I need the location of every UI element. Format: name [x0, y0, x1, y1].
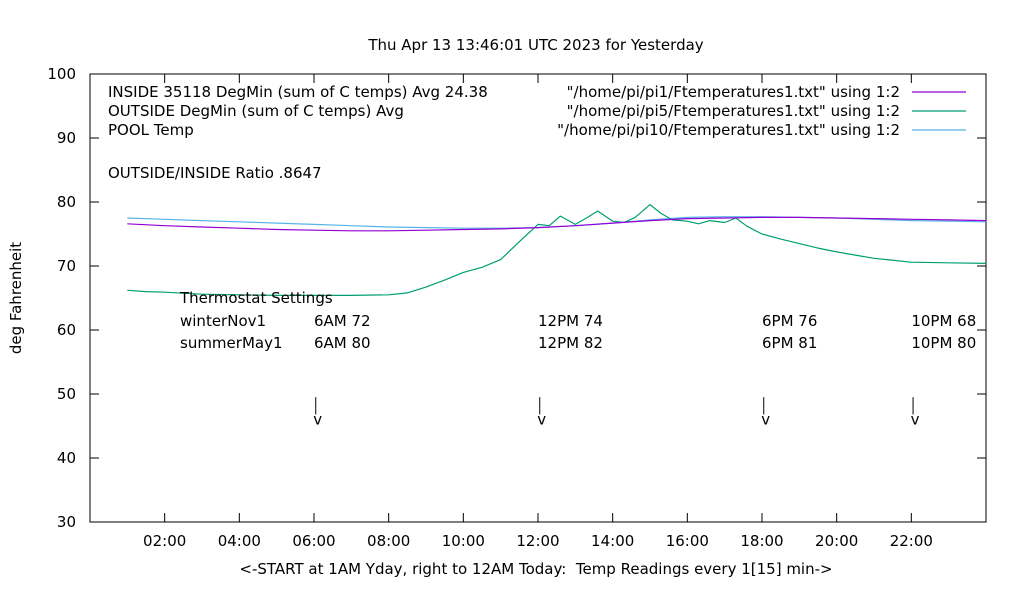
y-tick-label: 50 [57, 385, 76, 403]
x-tick-label: 02:00 [143, 532, 186, 550]
thermostat-setting: 6AM 80 [314, 334, 371, 352]
y-tick-label: 60 [57, 321, 76, 339]
thermostat-setting: 10PM 80 [911, 334, 976, 352]
legend-label: OUTSIDE DegMin (sum of C temps) Avg [108, 102, 404, 120]
x-tick-label: 20:00 [815, 532, 858, 550]
y-tick-label: 30 [57, 513, 76, 531]
thermostat-title: Thermostat Settings [179, 289, 333, 307]
legend-key-text: "/home/pi/pi1/Ftemperatures1.txt" using … [567, 83, 900, 101]
axes: 30 40 50 60 70 80 90 100 02:00 04:00 06:00 08:00 10:… [47, 65, 987, 550]
thermostat-annotations: Thermostat Settings winterNov1 6AM 72 12PM … [179, 289, 976, 428]
y-axis-label: deg Fahrenheit [7, 242, 25, 354]
legend-label: POOL Temp [108, 121, 194, 139]
legend: INSIDE 35118 DegMin (sum of C temps) Avg… [108, 83, 966, 182]
thermostat-setting: 6AM 72 [314, 312, 371, 330]
y-tick-label: 40 [57, 449, 76, 467]
y-tick-label: 90 [57, 129, 76, 147]
thermostat-setting: 10PM 68 [911, 312, 976, 330]
x-tick-label: 14:00 [591, 532, 634, 550]
thermostat-row-label: summerMay1 [180, 334, 283, 352]
x-tick-label: 06:00 [292, 532, 335, 550]
y-tick-label: 80 [57, 193, 76, 211]
legend-label: INSIDE 35118 DegMin (sum of C temps) Avg… [108, 83, 488, 101]
x-tick-label: 16:00 [666, 532, 709, 550]
thermostat-row-label: winterNov1 [180, 312, 266, 330]
arrow-head-glyph: v [313, 410, 322, 428]
x-tick-label: 04:00 [218, 532, 261, 550]
plot-series [127, 204, 987, 296]
series-line-1 [127, 204, 987, 296]
y-tick-label: 70 [57, 257, 76, 275]
y-tick-label: 100 [47, 65, 76, 83]
x-tick-label: 22:00 [890, 532, 933, 550]
legend-key-text: "/home/pi/pi5/Ftemperatures1.txt" using … [567, 102, 900, 120]
chart-title: Thu Apr 13 13:46:01 UTC 2023 for Yesterd… [367, 36, 703, 54]
thermostat-setting: 6PM 76 [762, 312, 817, 330]
series-line-0 [127, 216, 987, 232]
x-tick-label: 18:00 [740, 532, 783, 550]
x-tick-label: 08:00 [367, 532, 410, 550]
x-tick-label: 10:00 [442, 532, 485, 550]
legend-key-text: "/home/pi/pi10/Ftemperatures1.txt" using… [557, 121, 900, 139]
x-axis-label: <-START at 1AM Yday, right to 12AM Today… [239, 560, 832, 578]
thermostat-setting: 12PM 82 [538, 334, 603, 352]
thermostat-setting: 6PM 81 [762, 334, 817, 352]
arrow-head-glyph: v [911, 410, 920, 428]
arrow-head-glyph: v [537, 410, 546, 428]
thermostat-setting: 12PM 74 [538, 312, 603, 330]
legend-ratio: OUTSIDE/INSIDE Ratio .8647 [108, 164, 322, 182]
arrow-head-glyph: v [761, 410, 770, 428]
x-tick-label: 12:00 [516, 532, 559, 550]
